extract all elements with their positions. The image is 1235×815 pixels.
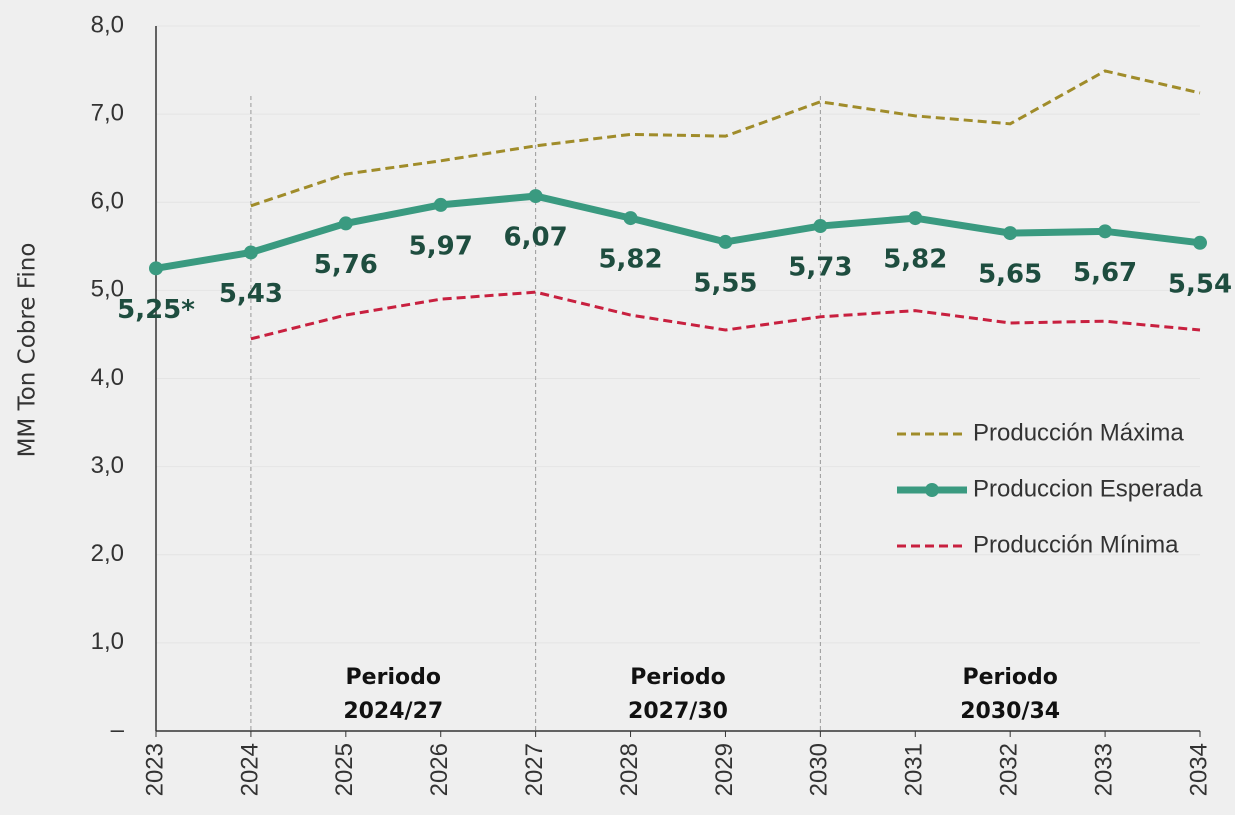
period-label: Periodo [346,665,441,690]
point [718,234,733,249]
point [623,211,638,226]
legend-label: Producción Máxima [973,419,1184,446]
point [243,245,258,260]
data-label: 5,73 [788,253,852,283]
x-tick-label: 2033 [1090,743,1117,796]
x-tick-label: 2032 [996,743,1023,796]
data-label: 6,07 [504,223,568,253]
point [433,197,448,212]
y-tick-label: 5,0 [91,276,124,303]
legend-label: Producción Mínima [973,531,1179,558]
legend-marker [925,483,939,497]
point [813,219,828,234]
y-axis-label: MM Ton Cobre Fino [15,243,41,458]
data-label: 5,67 [1073,258,1137,288]
data-label: 5,97 [409,231,473,261]
period-label: 2027/30 [628,699,728,724]
x-tick-label: 2030 [806,743,833,796]
point [528,189,543,204]
x-tick-label: 2026 [426,743,453,796]
data-label: 5,54 [1168,269,1232,299]
period-label: Periodo [630,665,725,690]
data-label: 5,76 [314,250,378,280]
y-tick-label: 8,0 [91,11,124,38]
x-tick-label: 2024 [236,743,263,796]
y-tick-label: 4,0 [91,364,124,391]
x-tick-label: 2023 [141,743,168,796]
y-tick-label: 7,0 [91,99,124,126]
point [908,211,923,226]
point [338,216,353,231]
y-tick-label: – [111,716,125,743]
period-label: 2024/27 [343,699,443,724]
data-label: 5,25* [117,295,195,325]
y-tick-label: 2,0 [91,540,124,567]
series-line [250,290,1201,341]
point [149,261,163,276]
legend-label: Produccion Esperada [973,475,1203,502]
point [1193,235,1207,250]
x-tick-label: 2031 [901,743,928,796]
series-line [250,69,1201,208]
x-tick-label: 2034 [1185,743,1212,796]
period-label: 2030/34 [960,699,1060,724]
x-tick-label: 2028 [616,743,643,796]
x-tick-label: 2027 [521,743,548,796]
x-tick-label: 2025 [331,743,358,796]
y-tick-label: 1,0 [91,628,124,655]
point [1003,226,1018,241]
data-label: 5,82 [883,245,947,275]
period-label: Periodo [962,665,1057,690]
series-line [155,192,1201,272]
data-label: 5,65 [978,260,1042,290]
point [1098,224,1113,239]
data-label: 5,82 [598,245,662,275]
data-label: 5,55 [693,268,757,298]
y-tick-label: 6,0 [91,188,124,215]
y-tick-label: 3,0 [91,452,124,479]
data-label: 5,43 [219,279,283,309]
x-tick-label: 2029 [711,743,738,796]
